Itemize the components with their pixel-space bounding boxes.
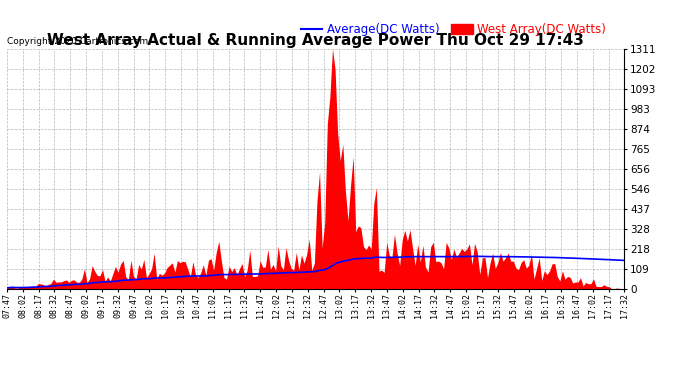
Title: West Array Actual & Running Average Power Thu Oct 29 17:43: West Array Actual & Running Average Powe… <box>47 33 584 48</box>
Legend: Average(DC Watts), West Array(DC Watts): Average(DC Watts), West Array(DC Watts) <box>301 24 607 36</box>
Text: Copyright 2020 Cartronics.com: Copyright 2020 Cartronics.com <box>7 38 148 46</box>
